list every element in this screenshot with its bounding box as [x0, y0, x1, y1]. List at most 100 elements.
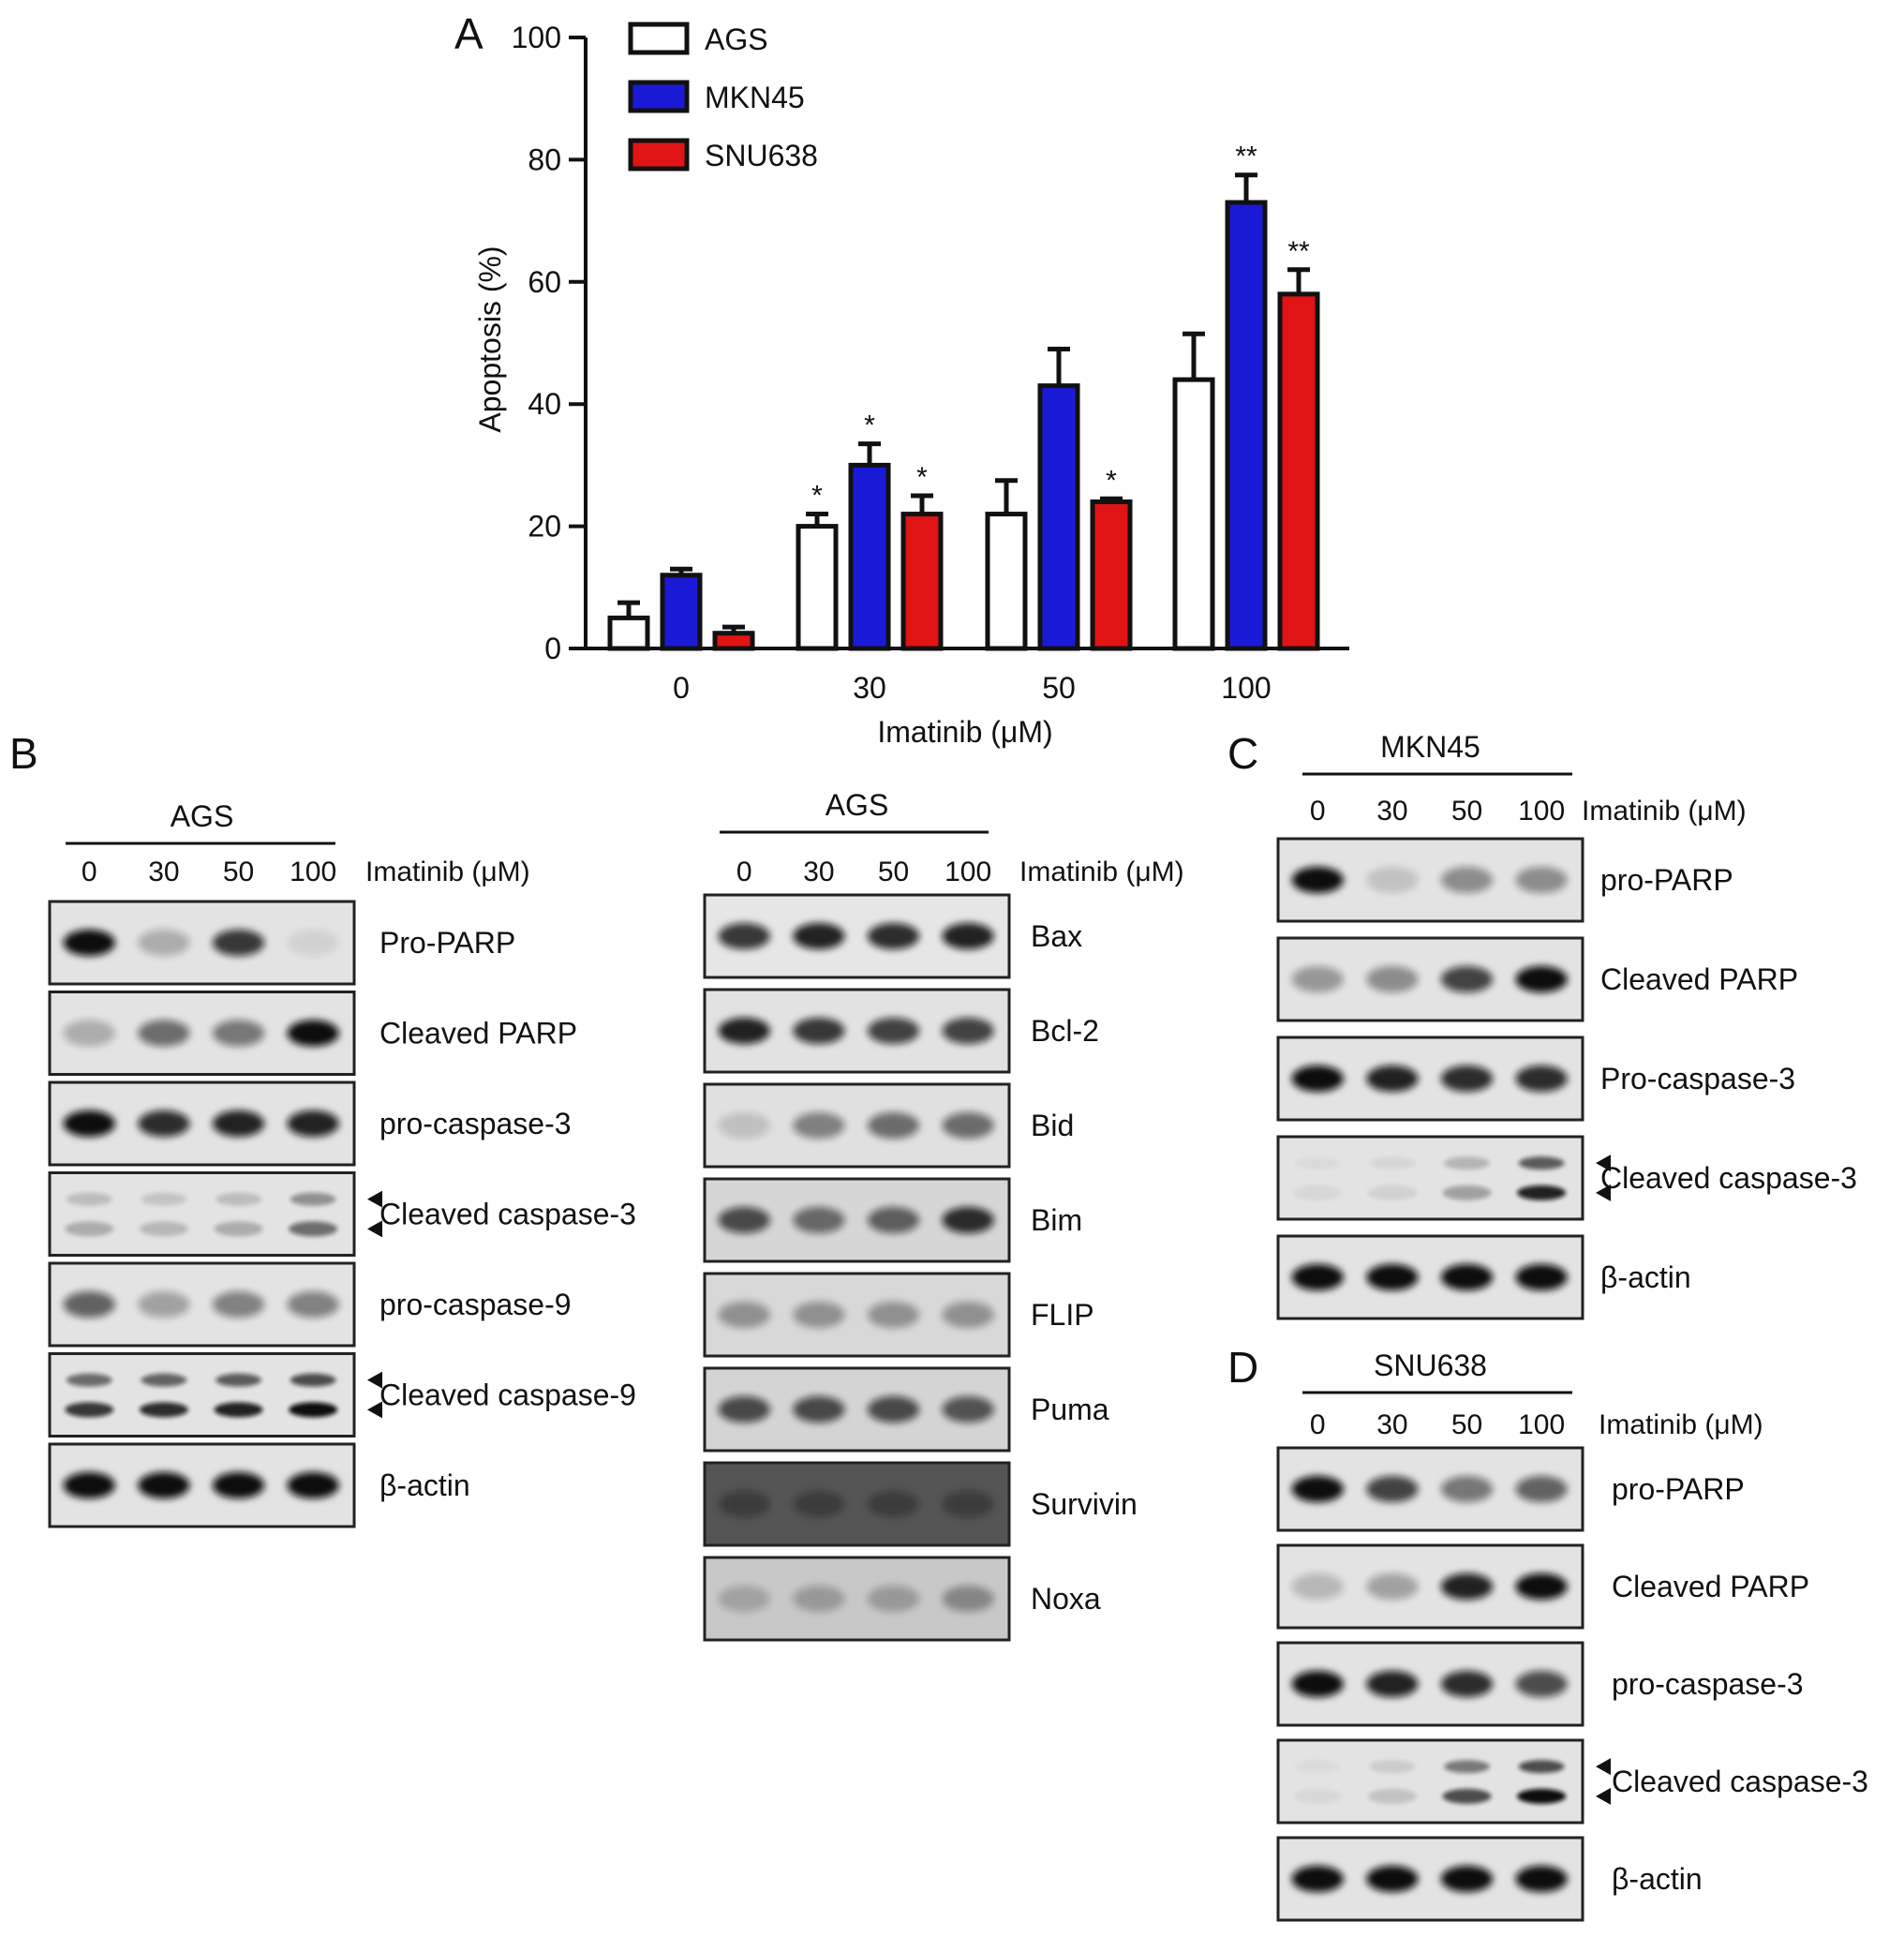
- blot-band: [212, 1110, 265, 1138]
- blot-band: [718, 1111, 770, 1140]
- blot-label: Cleaved caspase-3: [379, 1198, 636, 1231]
- blot-band: [1291, 1263, 1344, 1291]
- significance-marker: *: [916, 462, 928, 493]
- cell-line-label: AGS: [171, 799, 234, 833]
- blot-band: [1366, 1263, 1419, 1291]
- significance-marker: **: [1287, 236, 1310, 267]
- significance-marker: *: [811, 481, 823, 512]
- blot-label: Pro-PARP: [379, 926, 515, 960]
- blot-strip: [703, 1177, 1011, 1263]
- dose-label: 100: [290, 857, 336, 887]
- blot-strip: [703, 1272, 1011, 1358]
- dose-label: 0: [1310, 1409, 1326, 1440]
- panel-b-left-blots: AGS 0 30 50 100 Imatinib (μM) Pro-PARP Cleaved …: [48, 799, 636, 1528]
- bar-ags: [1172, 377, 1215, 651]
- dose-label: 100: [1518, 796, 1565, 827]
- blot-band: [1291, 1475, 1344, 1503]
- dose-label: 30: [1376, 1409, 1407, 1440]
- blot-label: Noxa: [1031, 1582, 1101, 1616]
- blot-band: [63, 929, 115, 957]
- blot-band: [1291, 1865, 1344, 1893]
- dose-label: 0: [1310, 796, 1326, 827]
- blot-band: [138, 1290, 190, 1319]
- blot-band: [1366, 1865, 1419, 1893]
- band-arrow-icon: [367, 1220, 382, 1238]
- blot-label: Bax: [1031, 919, 1082, 953]
- x-tick-label: 100: [1221, 671, 1271, 705]
- blot-band: [1291, 1572, 1344, 1601]
- blot-band: [718, 1301, 770, 1329]
- blot-band-upper: [1295, 1156, 1341, 1170]
- significance-marker: *: [864, 410, 875, 441]
- y-axis-label: Apoptosis (%): [473, 246, 507, 432]
- blot-band: [1366, 1572, 1419, 1601]
- bar-ags: [796, 524, 839, 651]
- blot-band: [1515, 866, 1568, 894]
- band-arrow-icon: [367, 1401, 382, 1419]
- blot-label: Cleaved PARP: [1600, 962, 1798, 996]
- cell-line-label: AGS: [826, 788, 889, 822]
- blot-band: [867, 1395, 920, 1423]
- blot-band: [793, 1490, 845, 1518]
- blot-band: [1291, 965, 1344, 993]
- dose-label: 30: [1376, 796, 1407, 827]
- dose-unit-label: Imatinib (μM): [1019, 857, 1184, 887]
- cell-line-label: MKN45: [1380, 730, 1480, 764]
- blot-band-upper: [216, 1192, 261, 1206]
- blot-band: [1515, 1263, 1568, 1291]
- x-tick-label: 0: [673, 671, 690, 705]
- blot-strip: [1276, 1234, 1584, 1320]
- band-arrow-icon: [367, 1371, 382, 1389]
- blot-band: [287, 1020, 339, 1047]
- blot-label: β-actin: [1600, 1260, 1691, 1294]
- dose-unit-label: Imatinib (μM): [365, 857, 530, 887]
- blot-membrane: [48, 1352, 356, 1438]
- blot-label: pro-caspase-3: [379, 1107, 572, 1140]
- significance-marker: **: [1235, 142, 1257, 172]
- blot-band: [942, 1301, 994, 1329]
- dose-label: 50: [878, 857, 909, 887]
- blot-band: [942, 1395, 994, 1423]
- blot-band: [718, 1017, 770, 1045]
- blot-band: [138, 1110, 190, 1138]
- blot-label: Pro-caspase-3: [1600, 1062, 1795, 1095]
- blot-band: [718, 1206, 770, 1234]
- blot-band-upper: [290, 1192, 336, 1206]
- blot-band: [1515, 1865, 1568, 1893]
- blot-band: [287, 1110, 339, 1138]
- blot-label: β-actin: [379, 1468, 470, 1502]
- blot-band: [1440, 1670, 1494, 1698]
- blot-band: [287, 1290, 339, 1319]
- blot-band: [942, 1490, 994, 1518]
- blot-band-upper: [141, 1373, 187, 1387]
- blot-strip: [48, 900, 356, 986]
- blot-label: pro-caspase-9: [379, 1288, 572, 1321]
- blot-band-lower: [214, 1221, 263, 1237]
- blot-band: [867, 1301, 920, 1329]
- blot-band-upper: [66, 1192, 112, 1206]
- blot-label: Bim: [1031, 1203, 1082, 1237]
- blot-band-lower: [1517, 1185, 1567, 1200]
- blot-band: [63, 1020, 115, 1047]
- blot-band: [867, 1490, 920, 1518]
- blot-membrane: [1276, 1135, 1584, 1221]
- blot-label: pro-caspase-3: [1612, 1667, 1804, 1701]
- blot-strip: [1276, 1446, 1584, 1532]
- blot-band: [138, 929, 190, 957]
- blot-band: [1291, 1670, 1344, 1698]
- blot-band: [1440, 1263, 1494, 1291]
- blot-band: [793, 1017, 845, 1045]
- blot-band-upper: [141, 1192, 187, 1206]
- legend-label-snu638: SNU638: [705, 139, 818, 172]
- blot-band: [1515, 1065, 1568, 1093]
- dose-unit-label: Imatinib (μM): [1599, 1409, 1763, 1440]
- blot-band-lower: [139, 1402, 188, 1418]
- x-axis-label: Imatinib (μM): [877, 715, 1052, 749]
- blot-strip: [48, 1171, 382, 1257]
- blot-band-upper: [66, 1373, 112, 1387]
- blot-band: [1440, 965, 1494, 993]
- blot-band: [718, 1395, 770, 1423]
- dose-label: 30: [803, 857, 834, 887]
- y-tick-label: 80: [528, 142, 561, 176]
